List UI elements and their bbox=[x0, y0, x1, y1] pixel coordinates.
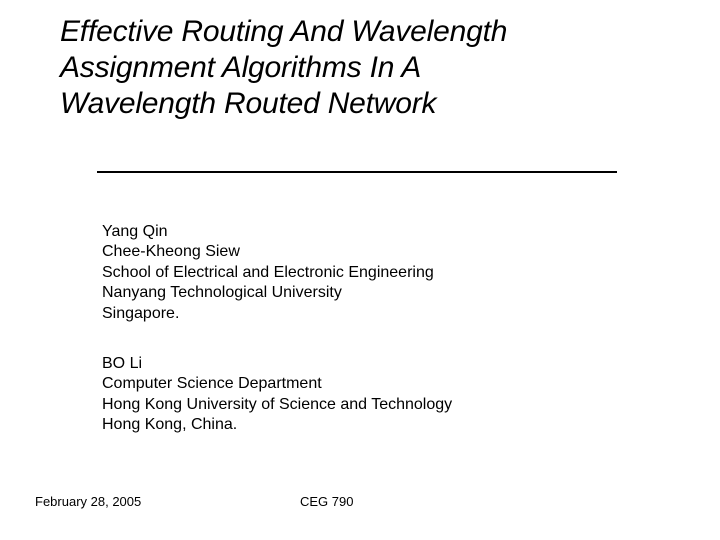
title-line-3: Wavelength Routed Network bbox=[60, 86, 690, 122]
author-line: Nanyang Technological University bbox=[102, 283, 622, 303]
author-line: Hong Kong, China. bbox=[102, 415, 622, 435]
author-line: Yang Qin bbox=[102, 222, 622, 242]
author-line: Hong Kong University of Science and Tech… bbox=[102, 395, 622, 415]
author-line: BO Li bbox=[102, 354, 622, 374]
author-line: Computer Science Department bbox=[102, 374, 622, 394]
author-block-1: Yang Qin Chee-Kheong Siew School of Elec… bbox=[102, 222, 622, 324]
author-block-2: BO Li Computer Science Department Hong K… bbox=[102, 354, 622, 436]
author-line: Chee-Kheong Siew bbox=[102, 242, 622, 262]
slide-title: Effective Routing And Wavelength Assignm… bbox=[60, 14, 690, 122]
author-line: School of Electrical and Electronic Engi… bbox=[102, 263, 622, 283]
footer-date: February 28, 2005 bbox=[35, 494, 141, 509]
title-line-1: Effective Routing And Wavelength bbox=[60, 14, 690, 50]
title-underline bbox=[97, 171, 617, 173]
footer-course: CEG 790 bbox=[300, 494, 353, 509]
title-line-2: Assignment Algorithms In A bbox=[60, 50, 690, 86]
author-line: Singapore. bbox=[102, 304, 622, 324]
slide: Effective Routing And Wavelength Assignm… bbox=[0, 0, 720, 540]
